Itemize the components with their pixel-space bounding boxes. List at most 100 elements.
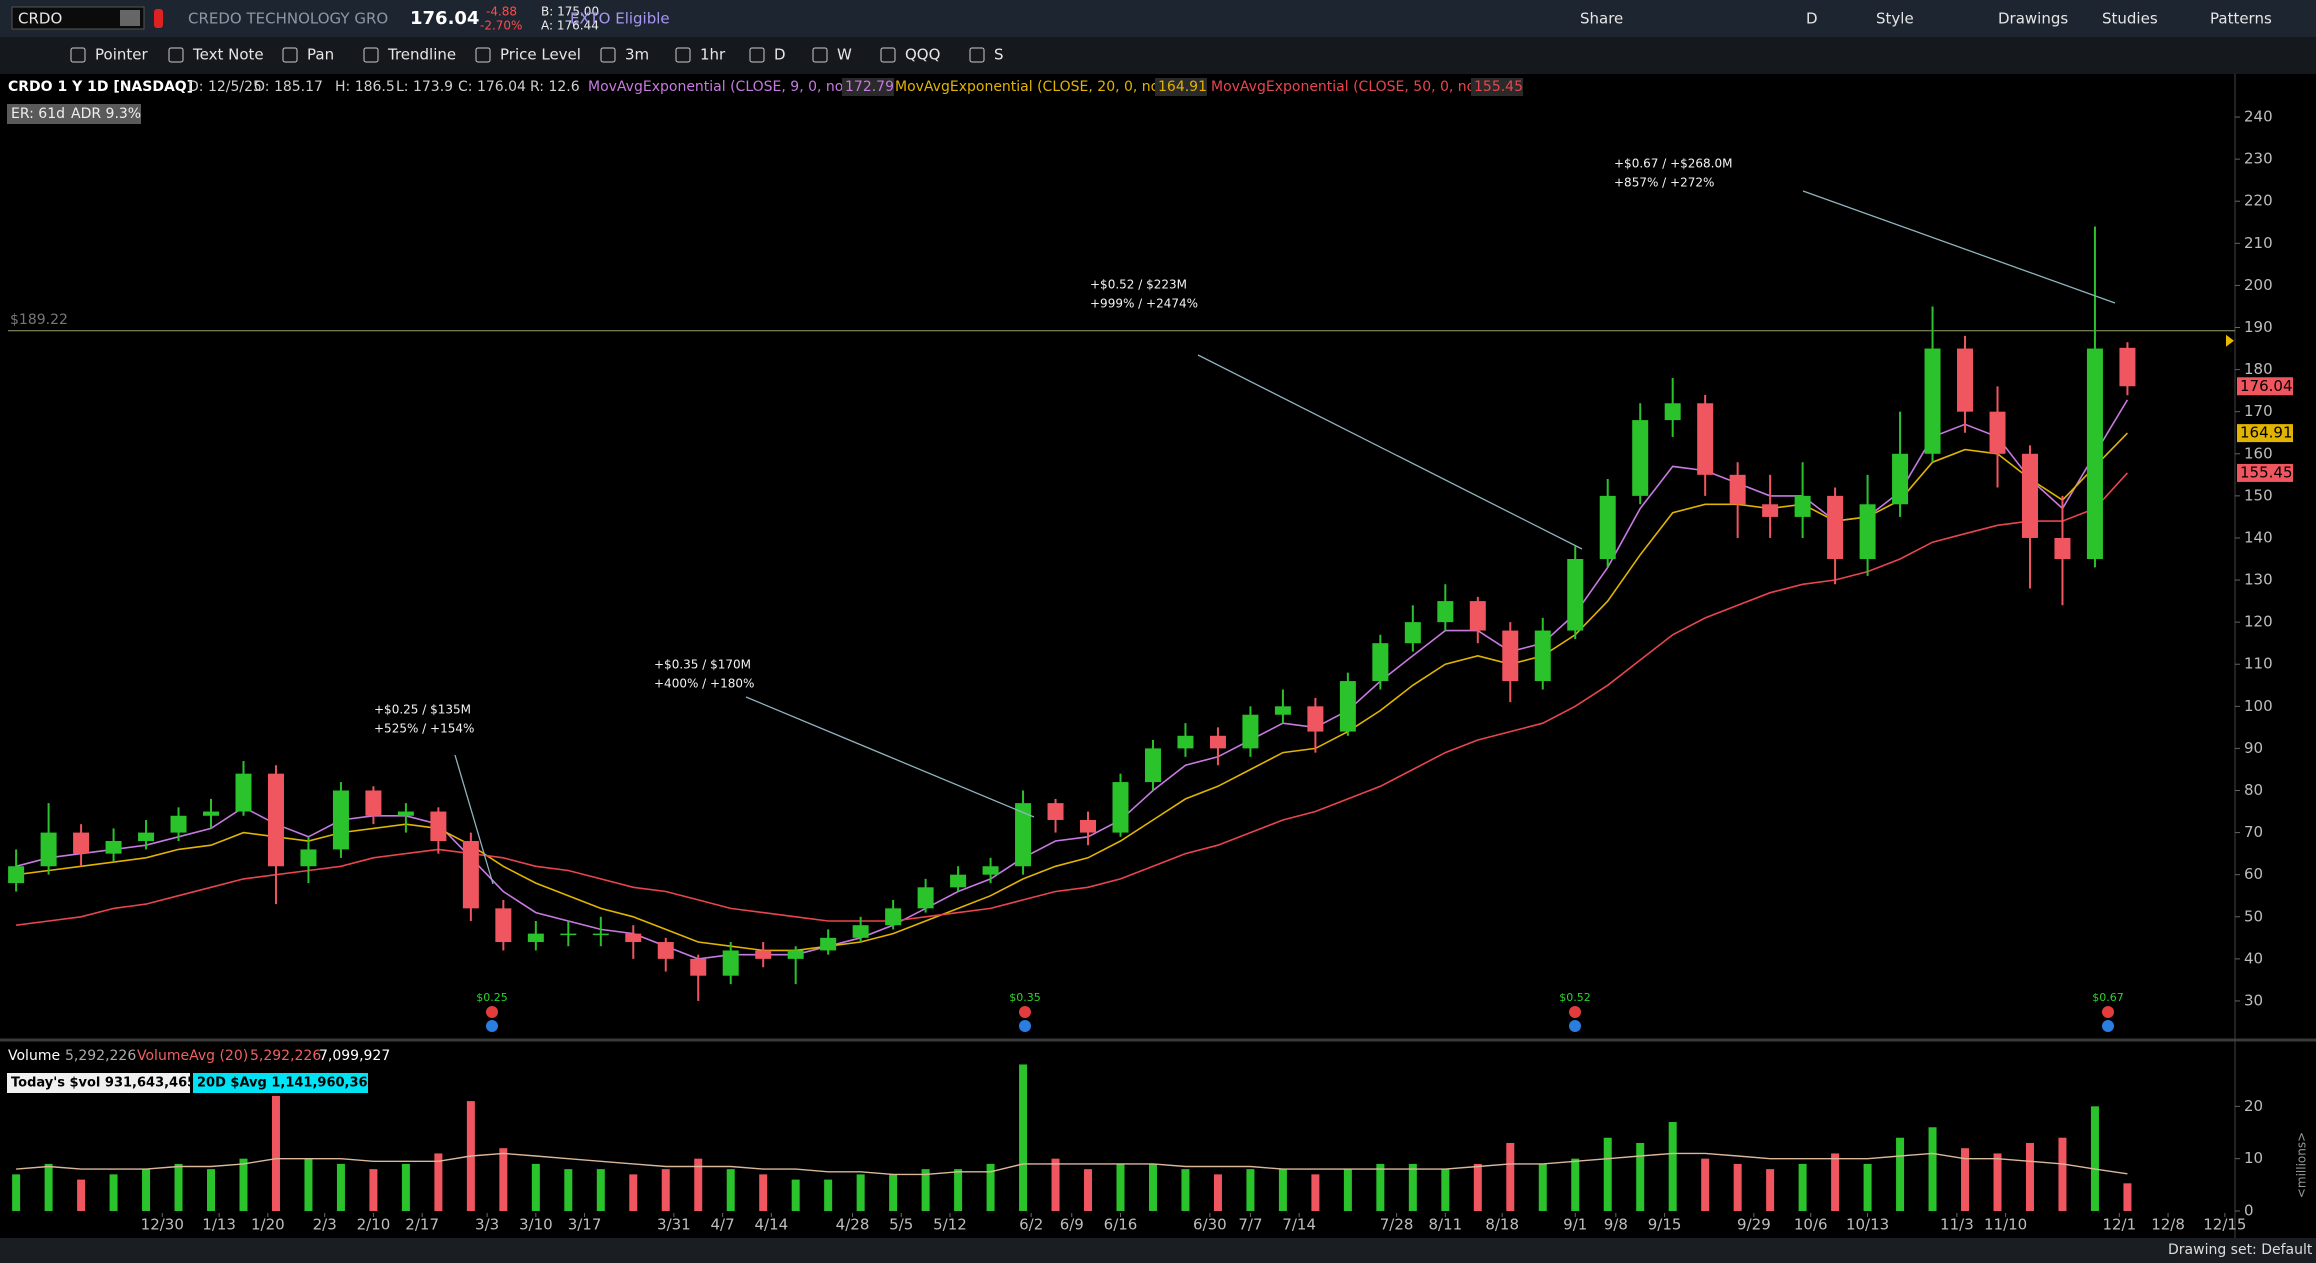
earnings-info-icon[interactable]	[486, 1020, 498, 1032]
volume-bar	[986, 1163, 995, 1211]
toolbar-button[interactable]: Studies	[2102, 10, 2158, 28]
candle-body	[527, 933, 544, 943]
status-text: Drawing set: Default	[2168, 1242, 2313, 1258]
volume-bar	[109, 1174, 118, 1211]
x-tick-label: 10/6	[1794, 1216, 1828, 1234]
er-flag: ER: 61d	[11, 106, 65, 122]
exto-badge[interactable]: EXTO Eligible	[570, 10, 670, 28]
candle-body	[1729, 474, 1746, 505]
study-value-box	[1471, 78, 1523, 96]
symbol-input[interactable]	[11, 6, 145, 30]
volume-bar	[44, 1163, 53, 1211]
x-tick-label: 6/16	[1104, 1216, 1138, 1234]
toolbar-button[interactable]: Style	[1876, 10, 1914, 28]
candle-body	[1632, 420, 1649, 496]
candle-body	[1015, 803, 1032, 867]
annotation-text: +$0.25 / $135M	[374, 703, 471, 717]
candle-body	[1469, 601, 1486, 631]
candle-body	[1859, 504, 1876, 559]
volume-bar	[239, 1158, 248, 1211]
earnings-info-icon[interactable]	[2102, 1020, 2114, 1032]
volume-bar	[1506, 1142, 1515, 1211]
x-tick-label: 2/3	[313, 1216, 337, 1234]
candle-body	[982, 866, 999, 875]
toolbar-button[interactable]: Drawings	[1998, 10, 2068, 28]
earnings-icon[interactable]	[2102, 1006, 2114, 1018]
tool-button[interactable]: S	[994, 46, 1004, 64]
tool-button[interactable]: Trendline	[387, 46, 456, 64]
study-name: MovAvgExponential (CLOSE, 20, 0, no)	[895, 79, 1165, 95]
volume-bar	[1148, 1163, 1157, 1211]
earnings-info-icon[interactable]	[1019, 1020, 1031, 1032]
toolbar-button[interactable]: Share	[1580, 10, 1623, 28]
x-tick-label: 12/8	[2151, 1216, 2185, 1234]
volume-bar	[207, 1169, 216, 1211]
symbol-dropdown[interactable]	[120, 10, 140, 26]
ema-line	[15, 399, 2129, 960]
candle-body	[1924, 348, 1941, 454]
annotation-line	[454, 754, 494, 885]
x-tick-label: 11/3	[1940, 1216, 1974, 1234]
tool-button[interactable]: W	[837, 46, 852, 64]
volume-bar	[1961, 1148, 1970, 1211]
candle-body	[235, 773, 252, 812]
candle-body	[300, 849, 317, 867]
ohlc-field: O: 185.17	[254, 79, 323, 95]
volume-bar	[401, 1163, 410, 1211]
er-badge	[7, 104, 141, 124]
volume-bar	[1246, 1169, 1255, 1211]
y-tick-label: 140	[2244, 528, 2273, 546]
tool-button[interactable]: D	[774, 46, 786, 64]
price-tag-label: 155.45	[2240, 463, 2293, 481]
x-tick-label: 3/3	[475, 1216, 499, 1234]
price-tag	[2237, 377, 2293, 396]
tool-button[interactable]: Pan	[307, 46, 334, 64]
tool-button[interactable]: QQQ	[905, 46, 940, 64]
tool-icon	[363, 47, 379, 63]
toolbar-button[interactable]: D	[1806, 10, 1818, 28]
volume-bar	[1278, 1169, 1287, 1211]
tool-button[interactable]: 1hr	[700, 46, 726, 64]
volume-badge-text: 20D $Avg 1,141,960,364	[197, 1076, 377, 1091]
annotation-line	[1802, 190, 2116, 304]
tool-button[interactable]: Pointer	[95, 46, 148, 64]
tool-button[interactable]: Price Level	[500, 46, 581, 64]
volume-bar	[1408, 1163, 1417, 1211]
x-tick-label: 3/31	[657, 1216, 691, 1234]
x-tick-label: 9/29	[1737, 1216, 1771, 1234]
volume-bar	[1343, 1169, 1352, 1211]
x-tick-label: 2/10	[357, 1216, 391, 1234]
volume-bar	[2025, 1142, 2034, 1211]
candle-body	[1080, 819, 1097, 833]
x-tick-label: 12/1	[2102, 1216, 2136, 1234]
tool-button[interactable]: Text Note	[192, 46, 264, 64]
volume-bar	[1473, 1163, 1482, 1211]
y-tick-label: 110	[2244, 655, 2273, 673]
candle-body	[950, 874, 967, 888]
candle-body	[1209, 735, 1226, 749]
earnings-icon[interactable]	[486, 1006, 498, 1018]
tool-button[interactable]: 3m	[625, 46, 649, 64]
volume-bar	[2123, 1183, 2132, 1211]
ohlc-field: L: 173.9	[396, 79, 453, 95]
candle-body	[560, 933, 577, 936]
earnings-icon[interactable]	[1019, 1006, 1031, 1018]
volume-bar	[77, 1179, 86, 1211]
volume-bar	[1993, 1153, 2002, 1211]
volume-bar	[726, 1169, 735, 1211]
vol-y-tick-label: 0	[2244, 1202, 2254, 1220]
volume-bar	[1019, 1064, 1028, 1211]
tool-icon	[168, 47, 184, 63]
toolbar-button[interactable]: Patterns	[2210, 10, 2272, 28]
volume-bar	[759, 1174, 768, 1211]
earnings-icon[interactable]	[1569, 1006, 1581, 1018]
y-tick-label: 30	[2244, 991, 2263, 1009]
candle-body	[2086, 348, 2103, 559]
study-value: 155.45	[1474, 79, 1523, 95]
volume-avg-header: 5,292,226	[250, 1048, 321, 1064]
volume-bar	[1311, 1174, 1320, 1211]
x-tick-label: 2/17	[405, 1216, 439, 1234]
last-price: 176.04	[410, 8, 479, 29]
earnings-info-icon[interactable]	[1569, 1020, 1581, 1032]
bid: B: 175.00	[541, 5, 599, 19]
